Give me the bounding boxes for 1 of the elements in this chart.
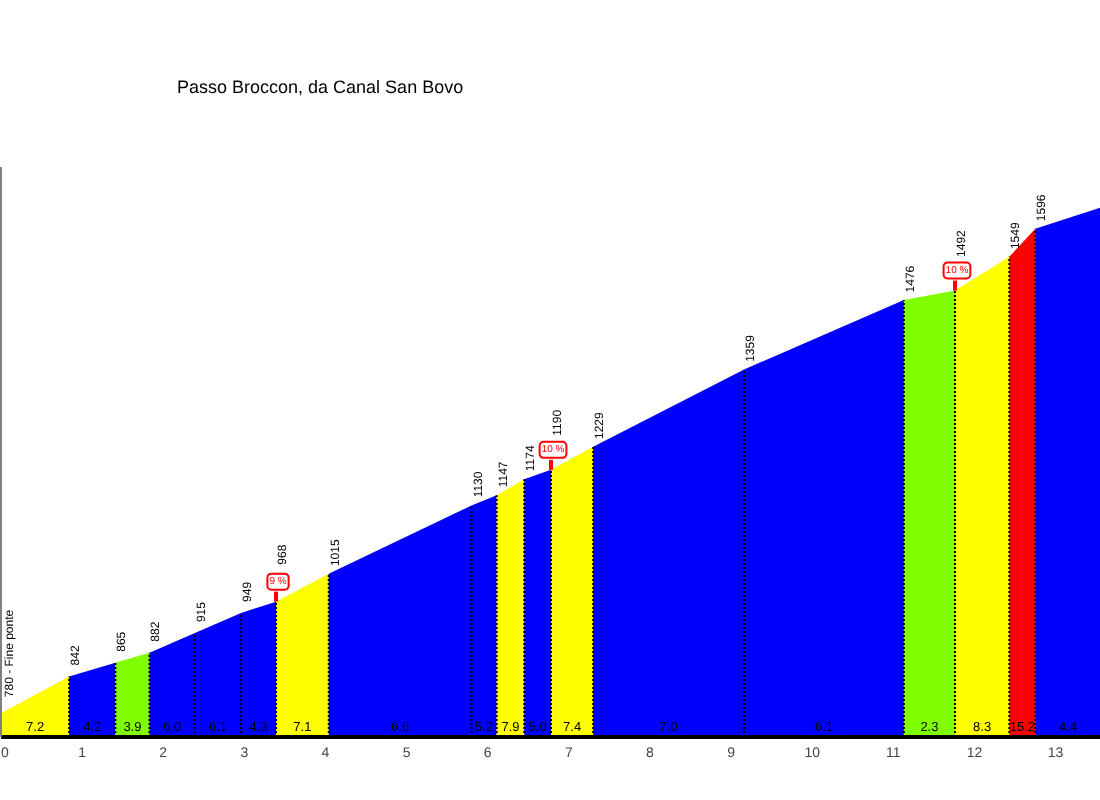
chart-title: Passo Broccon, da Canal San Bovo [177,77,464,97]
